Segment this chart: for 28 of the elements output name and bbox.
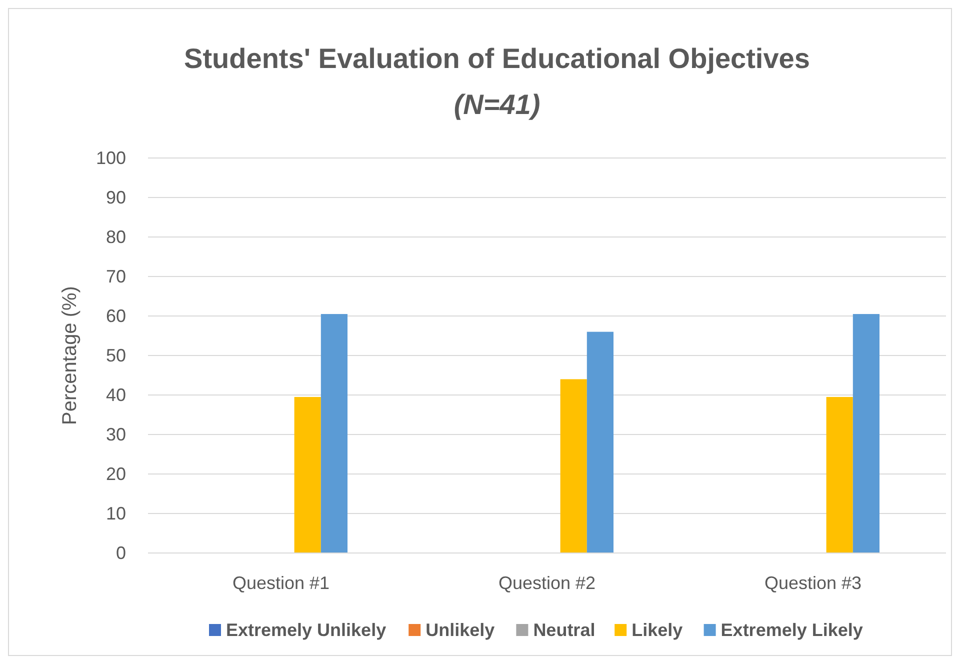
y-tick-label: 10 [106,504,126,524]
y-tick-label: 20 [106,464,126,484]
legend-label: Neutral [533,620,596,640]
bar [826,396,853,553]
y-tick-label: 60 [106,306,126,326]
legend-label: Extremely Likely [720,620,863,640]
y-tick-label: 80 [106,227,126,247]
y-tick-label: 70 [106,266,126,286]
bar [852,314,880,553]
y-tick-label: 50 [106,346,126,366]
bar [320,314,348,553]
bar [586,332,614,553]
bar [294,396,321,553]
x-tick-label: Question #3 [764,573,862,593]
y-tick-label: 90 [106,188,126,208]
x-tick-label: Question #2 [498,573,596,593]
legend-label: Extremely Unlikely [226,620,386,640]
y-tick-label: 0 [116,543,126,563]
chart-title: Students' Evaluation of Educational Objectives [184,43,810,74]
y-tick-label: 100 [96,148,126,168]
legend-label: Likely [632,620,683,640]
bar [560,379,587,553]
y-axis-title: Percentage (%) [59,286,81,425]
x-tick-label: Question #1 [232,573,330,593]
y-tick-label: 30 [106,424,126,444]
y-tick-label: 40 [106,385,126,405]
legend-label: Unlikely [426,620,495,640]
chart-subtitle: (N=41) [454,89,540,120]
